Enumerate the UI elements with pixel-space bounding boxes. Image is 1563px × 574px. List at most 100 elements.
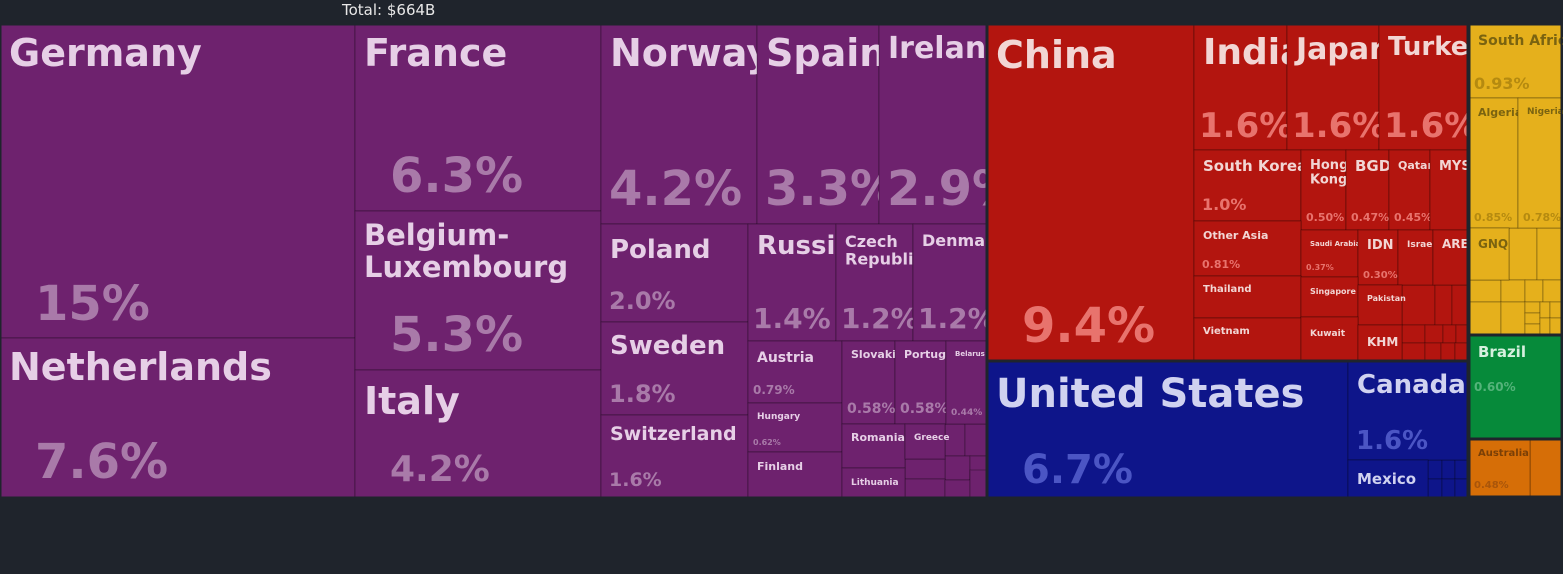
- tile-australia[interactable]: Australia 0.48%: [1468, 438, 1531, 498]
- tile-name-netherlands: Netherlands: [9, 345, 272, 389]
- tile-name-algeria: Algeria: [1478, 106, 1522, 119]
- small-tile: [1529, 438, 1563, 498]
- tile-value-belarus: 0.44%: [951, 408, 982, 418]
- tile-name-italy: Italy: [364, 379, 460, 423]
- tile-name-belarus: Belarus: [955, 350, 985, 358]
- tile-france[interactable]: France 6.3%: [354, 23, 602, 212]
- tile-name-mexico: Mexico: [1357, 470, 1416, 488]
- tile-rect: [1347, 360, 1469, 461]
- small-tile: [1539, 301, 1551, 319]
- tile-name-united-states: United States: [996, 371, 1304, 417]
- tile-algeria[interactable]: Algeria 0.85%: [1468, 97, 1522, 229]
- tile-spain[interactable]: Spain 3.3%: [756, 23, 898, 225]
- tile-khm[interactable]: KHM: [1357, 324, 1403, 362]
- tile-name-hong-kong: Hong Kong: [1310, 158, 1348, 187]
- tile-name-slovakia: Slovakia: [851, 348, 903, 361]
- tile-gnq[interactable]: GNQ: [1468, 227, 1510, 281]
- tile-mys[interactable]: MYS: [1429, 149, 1471, 231]
- tile-pakistan[interactable]: Pakistan: [1357, 284, 1406, 326]
- tile-south-africa[interactable]: South Africa 0.93%: [1468, 23, 1563, 99]
- tile-name-singapore: Singapore: [1310, 287, 1356, 296]
- tile-saudi-arabia[interactable]: Saudi Arabia 0.37%: [1300, 229, 1361, 278]
- tile-belgium-luxembourg[interactable]: Belgium-Luxembourg 5.3%: [354, 210, 602, 371]
- tile-rect: [878, 23, 988, 225]
- tile-slovakia[interactable]: Slovakia 0.58%: [841, 340, 903, 425]
- tile-rect: [1468, 23, 1563, 99]
- tile-united-states[interactable]: United States 6.7%: [986, 360, 1349, 499]
- tile-greece[interactable]: Greece: [904, 423, 949, 460]
- tile-portugal[interactable]: Portugal 0.58%: [894, 340, 957, 425]
- tile-value-hungary: 0.62%: [753, 438, 781, 447]
- tile-name-other-asia: Other Asia: [1203, 229, 1268, 242]
- tile-rect: [1193, 317, 1302, 362]
- small-tile: [1427, 478, 1443, 499]
- tile-vietnam[interactable]: Vietnam: [1193, 317, 1302, 362]
- small-tile: [1524, 279, 1544, 303]
- tile-value-south-africa: 0.93%: [1474, 74, 1530, 93]
- tile-value-nigeria: 0.78%: [1523, 211, 1561, 224]
- tile-czech-republic[interactable]: Czech Republic 1.2%: [835, 223, 923, 342]
- small-tile: [1424, 324, 1444, 344]
- tile-name-nigeria: Nigeria: [1527, 107, 1563, 117]
- tile-qatar[interactable]: Qatar 0.45%: [1388, 149, 1433, 231]
- tile-mexico[interactable]: Mexico: [1347, 459, 1429, 499]
- tile-value-india: 1.6%: [1199, 106, 1293, 146]
- tile-hungary[interactable]: Hungary 0.62%: [747, 402, 843, 453]
- tile-rect: [1193, 275, 1302, 319]
- tile-south-korea[interactable]: South Korea 1.0%: [1193, 149, 1307, 222]
- tile-nigeria[interactable]: Nigeria 0.78%: [1517, 97, 1563, 229]
- tile-japan[interactable]: Japan 1.6%: [1286, 23, 1390, 151]
- tile-name-pakistan: Pakistan: [1367, 294, 1406, 303]
- tile-lithuania[interactable]: Lithuania: [841, 467, 906, 499]
- small-tile: [1454, 478, 1469, 499]
- tile-norway[interactable]: Norway 4.2%: [600, 23, 771, 225]
- tile-bgd[interactable]: BGD 0.47%: [1345, 149, 1391, 231]
- tile-idn[interactable]: IDN 0.30%: [1357, 229, 1399, 286]
- tile-singapore[interactable]: Singapore: [1300, 276, 1359, 318]
- tile-austria[interactable]: Austria 0.79%: [747, 340, 843, 404]
- tile-netherlands[interactable]: Netherlands 7.6%: [0, 337, 356, 499]
- tile-finland[interactable]: Finland: [747, 451, 843, 499]
- small-tile: [1441, 478, 1456, 499]
- tile-israel[interactable]: Israel: [1397, 229, 1435, 286]
- tile-hong-kong[interactable]: Hong Kong 0.50%: [1300, 149, 1348, 231]
- tile-belarus[interactable]: Belarus 0.44%: [945, 340, 988, 425]
- tile-name-austria: Austria: [757, 350, 814, 366]
- tile-rect: [904, 423, 946, 460]
- tile-poland[interactable]: Poland 2.0%: [600, 223, 749, 323]
- tile-canada[interactable]: Canada 1.6%: [1347, 360, 1469, 461]
- tile-romania[interactable]: Romania: [841, 423, 906, 469]
- tile-name-israel: Israel: [1407, 240, 1435, 250]
- tile-rect: [747, 451, 843, 499]
- tile-rect: [945, 340, 988, 425]
- tile-value-sweden: 1.8%: [609, 380, 676, 408]
- tile-sweden[interactable]: Sweden 1.8%: [600, 321, 749, 416]
- tile-value-qatar: 0.45%: [1394, 211, 1432, 224]
- tile-italy[interactable]: Italy 4.2%: [354, 369, 602, 499]
- tile-other-asia[interactable]: Other Asia 0.81%: [1193, 220, 1302, 277]
- tile-name-thailand: Thailand: [1203, 284, 1252, 295]
- tile-are[interactable]: ARE: [1432, 229, 1469, 286]
- tile-rect: [1193, 220, 1302, 277]
- tile-brazil[interactable]: Brazil 0.60%: [1468, 334, 1563, 440]
- tile-kuwait[interactable]: Kuwait: [1300, 316, 1359, 362]
- tile-name-australia: Australia: [1478, 448, 1529, 459]
- tile-china[interactable]: China 9.4%: [986, 23, 1195, 362]
- tile-switzerland[interactable]: Switzerland 1.6%: [600, 414, 749, 499]
- tile-rect: [354, 210, 602, 371]
- tile-value-slovakia: 0.58%: [847, 401, 896, 417]
- tile-value-australia: 0.48%: [1474, 480, 1509, 491]
- tile-name-france: France: [364, 31, 507, 75]
- small-tile: [944, 455, 971, 481]
- tile-value-norway: 4.2%: [609, 161, 742, 217]
- tile-name-idn: IDN: [1367, 238, 1394, 253]
- tile-thailand[interactable]: Thailand: [1193, 275, 1302, 319]
- tile-value-united-states: 6.7%: [1022, 447, 1133, 493]
- tile-rect: [1357, 229, 1399, 286]
- small-tile: [1524, 323, 1541, 336]
- small-tile: [1455, 324, 1469, 344]
- tile-germany[interactable]: Germany 15%: [0, 23, 356, 339]
- small-tile: [1454, 459, 1469, 480]
